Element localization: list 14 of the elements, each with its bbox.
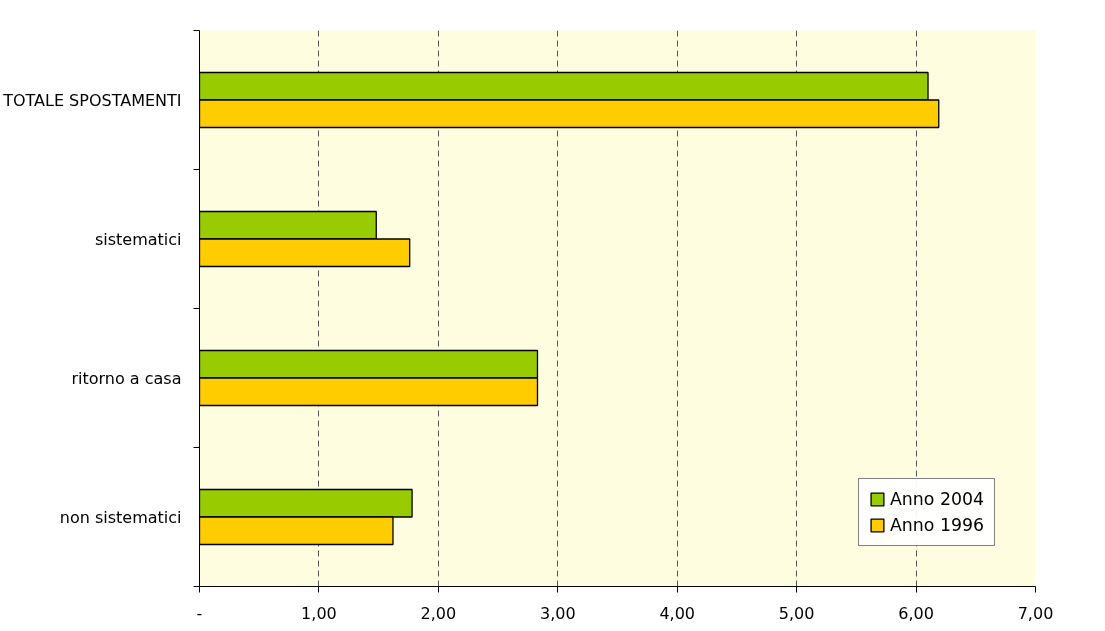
y-tick-label: TOTALE SPOSTAMENTI [2, 90, 182, 110]
x-tick-label: - [196, 603, 203, 623]
x-tick-label: 6,00 [898, 603, 934, 623]
x-tick-label: 5,00 [778, 603, 815, 623]
legend-label: Anno 2004 [889, 489, 984, 509]
x-tick-label: 1,00 [301, 603, 337, 623]
y-tick-label: ritorno a casa [71, 368, 182, 388]
x-tick-label: 4,00 [659, 603, 696, 623]
x-tick-label: 3,00 [539, 603, 576, 623]
x-tick-label: 7,00 [1017, 603, 1054, 623]
legend-label: Anno 1996 [889, 515, 984, 535]
x-tick-label: 2,00 [420, 603, 457, 623]
y-tick-label: sistematici [94, 229, 182, 249]
y-tick-label: non sistematici [59, 507, 182, 527]
